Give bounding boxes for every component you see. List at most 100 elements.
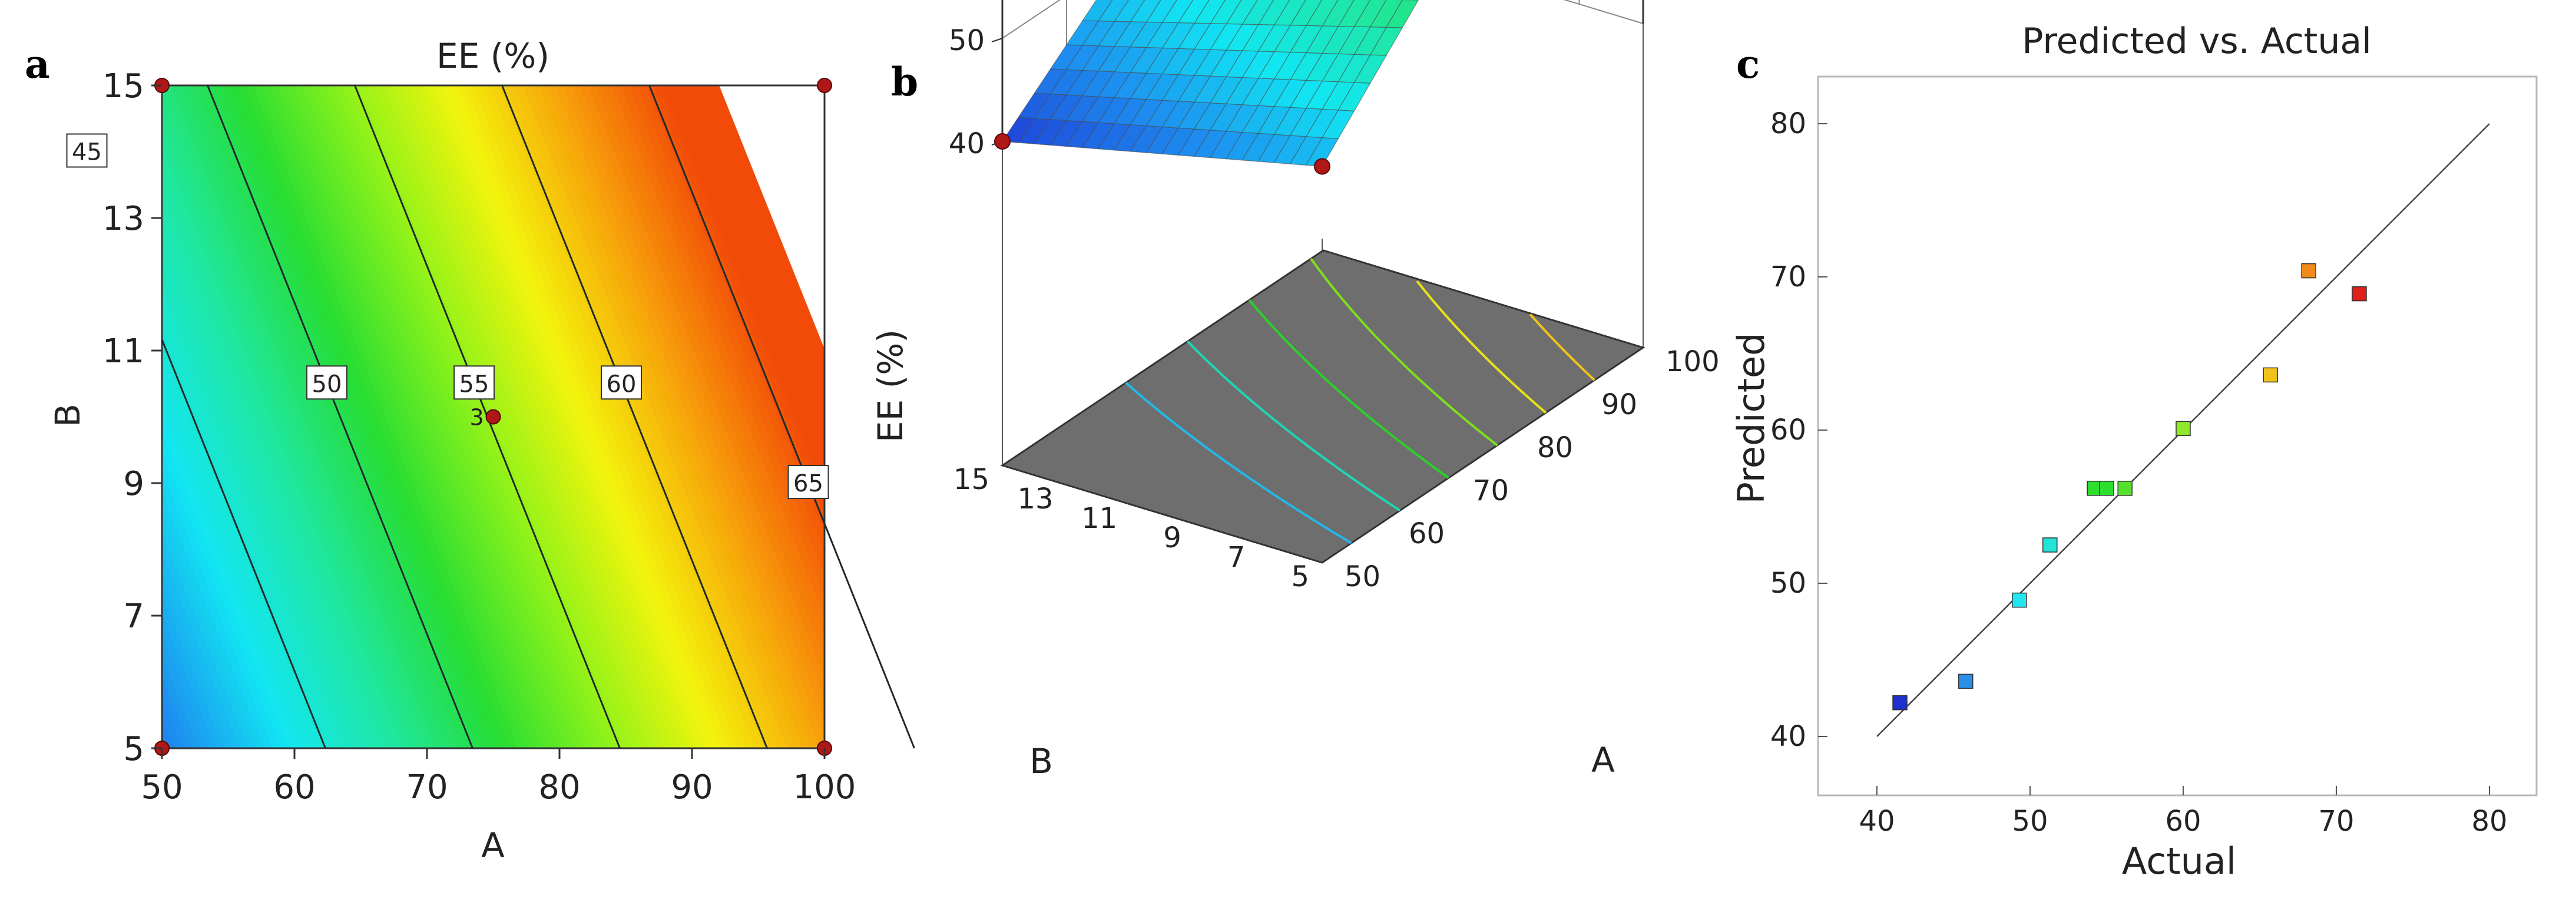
contour-color-strip [653, 85, 825, 514]
scatter-x-tick-label: 40 [1859, 805, 1895, 838]
contour-title: EE (%) [436, 36, 549, 76]
scatter-point [2301, 263, 2316, 279]
contour-color-strip [318, 85, 592, 748]
contour-label-box-45 [66, 133, 108, 168]
contour-color-strip [628, 85, 825, 576]
contour-label-45: 45 [72, 139, 102, 166]
contour-color-strip [0, 85, 28, 748]
contour-x-tick-label: 50 [141, 768, 183, 807]
contour-y-tick-label: 15 [102, 67, 144, 105]
panel-label-a: a [25, 41, 50, 87]
contour-label-55: 55 [459, 371, 489, 398]
panel-label-c: c [1736, 41, 1760, 87]
contour-color-strip [179, 85, 453, 748]
surface-x-tick-label: 70 [1473, 474, 1509, 507]
contour-color-strip [432, 85, 707, 748]
scatter-y-tick-label: 40 [1770, 720, 1806, 753]
surface-x-axis-label: A [1591, 740, 1615, 780]
contour-color-strip [269, 85, 543, 748]
design-point [817, 78, 832, 93]
contour-color-strip [408, 85, 682, 748]
contour-color-strip [620, 85, 825, 596]
contour-y-tick-label: 7 [123, 597, 144, 636]
contour-y-tick-label: 11 [102, 332, 144, 371]
scatter-point [1892, 695, 1908, 711]
contour-color-strip [481, 85, 756, 748]
contour-color-strip [522, 85, 796, 748]
contour-color-strip [710, 85, 825, 371]
contour-color-strip [171, 85, 445, 748]
scatter-point [2012, 592, 2027, 608]
surface-box: 40506070805060708090100579111315 [949, 0, 1720, 593]
contour-line-45 [161, 339, 326, 749]
surface-z-tick-label: 50 [949, 24, 985, 57]
contour-y-tick-label: 5 [123, 730, 144, 768]
surface-floor-contour [1310, 257, 1498, 447]
surface-z-axis-label: EE (%) [870, 329, 910, 442]
contour-x-tick-label: 90 [671, 768, 713, 807]
contour-color-strip [457, 85, 731, 748]
scatter-y-tick-label: 50 [1770, 567, 1806, 600]
contour-color-strip [686, 85, 825, 432]
contour-color-strip [547, 85, 821, 748]
contour-color-strip [0, 85, 37, 748]
surface-design-point [1314, 158, 1330, 175]
contour-color-strip [0, 85, 45, 748]
contour-color-strip [530, 85, 804, 748]
contour-x-tick-label: 100 [793, 768, 856, 807]
contour-color-strip [612, 85, 825, 616]
contour-color-strip [702, 85, 825, 392]
contour-color-strip [196, 85, 469, 748]
contour-color-strip [220, 85, 494, 748]
scatter-point [2087, 481, 2102, 496]
surface [994, 0, 1419, 175]
surface-y-tick-label: 15 [953, 463, 989, 496]
surface-floor-contour [1125, 382, 1352, 544]
contour-line-60 [501, 85, 768, 749]
contour-color-strip [694, 85, 825, 412]
contour-color-strip [310, 85, 584, 748]
contour-color-strip [661, 85, 825, 494]
contour-color-strip [367, 85, 641, 748]
scatter-title: Predicted vs. Actual [2022, 21, 2372, 62]
surface-x-tick-label: 80 [1537, 431, 1573, 464]
scatter-point [2352, 286, 2367, 302]
contour-color-strip [449, 85, 723, 748]
contour-color-strip [538, 85, 813, 748]
contour-color-strip [326, 85, 600, 748]
surface-z-tick-label: 40 [949, 127, 985, 160]
contour-color-strip [0, 85, 12, 748]
contour-color-strip [473, 85, 747, 748]
scatter-x-tick-label: 50 [2012, 805, 2048, 838]
scatter-point [1958, 673, 1974, 689]
contour-line-50 [207, 85, 474, 749]
scatter-points [1892, 263, 2367, 711]
contour-color-strip [261, 85, 535, 748]
surface-y-tick-label: 9 [1163, 521, 1181, 554]
contour-color-strip [465, 85, 739, 748]
contour-color-strip [163, 85, 437, 748]
contour-color-strip [424, 85, 698, 748]
scatter-x-tick-label: 80 [2471, 805, 2507, 838]
contour-color-strip [399, 85, 674, 748]
contour-color-strip [228, 85, 502, 748]
contour-label-60: 60 [607, 371, 637, 398]
design-point [485, 409, 501, 425]
scatter-point [2117, 481, 2133, 496]
contour-color-strip [555, 85, 825, 748]
panel-c: c Predicted vs. Actual 40 50 60 70 80 40 50 60 7… [1730, 21, 2538, 883]
panel-b: b 40506070805060708090100579111315 EE (%… [870, 0, 1720, 781]
contour-x-tick-label: 70 [406, 768, 448, 807]
contour-color-strip [506, 85, 780, 748]
contour-label-box-60 [601, 365, 642, 400]
contour-color-strip [211, 85, 486, 748]
contour-color-strip [604, 85, 825, 637]
surface-design-point [994, 133, 1011, 150]
contour-y-tick-label: 9 [123, 465, 144, 503]
contour-color-strip [236, 85, 511, 748]
scatter-point [2042, 537, 2058, 553]
contour-color-strip [392, 85, 665, 748]
panel-a: a EE (%) 45 50 55 60 65 3 50 60 70 80 90 100 5 7 9 11 1… [0, 36, 915, 865]
scatter-y-tick-label: 70 [1770, 260, 1806, 293]
surface-floor-contour [1529, 313, 1595, 381]
